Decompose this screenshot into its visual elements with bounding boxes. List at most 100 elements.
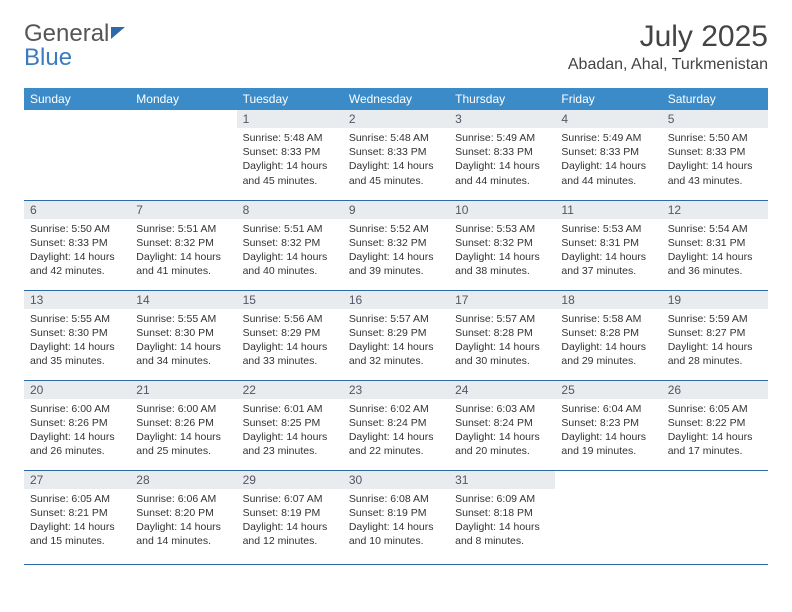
day-number: 1 xyxy=(237,110,343,128)
day-details: Sunrise: 6:09 AMSunset: 8:18 PMDaylight:… xyxy=(449,489,555,553)
day-number: 12 xyxy=(662,201,768,219)
calendar-table: Sunday Monday Tuesday Wednesday Thursday… xyxy=(24,88,768,565)
day-details: Sunrise: 5:48 AMSunset: 8:33 PMDaylight:… xyxy=(343,128,449,192)
day-number: 20 xyxy=(24,381,130,399)
day-number: 8 xyxy=(237,201,343,219)
day-details: Sunrise: 5:49 AMSunset: 8:33 PMDaylight:… xyxy=(449,128,555,192)
day-details: Sunrise: 5:51 AMSunset: 8:32 PMDaylight:… xyxy=(130,219,236,283)
header: General July 2025 Abadan, Ahal, Turkmeni… xyxy=(24,20,768,74)
day-details: Sunrise: 5:50 AMSunset: 8:33 PMDaylight:… xyxy=(24,219,130,283)
day-details: Sunrise: 6:06 AMSunset: 8:20 PMDaylight:… xyxy=(130,489,236,553)
day-details: Sunrise: 5:55 AMSunset: 8:30 PMDaylight:… xyxy=(130,309,236,373)
day-details: Sunrise: 6:07 AMSunset: 8:19 PMDaylight:… xyxy=(237,489,343,553)
calendar-cell: 23Sunrise: 6:02 AMSunset: 8:24 PMDayligh… xyxy=(343,380,449,470)
calendar-cell: 10Sunrise: 5:53 AMSunset: 8:32 PMDayligh… xyxy=(449,200,555,290)
day-details: Sunrise: 6:08 AMSunset: 8:19 PMDaylight:… xyxy=(343,489,449,553)
day-details: Sunrise: 5:53 AMSunset: 8:32 PMDaylight:… xyxy=(449,219,555,283)
brand-part2: Blue xyxy=(24,44,72,72)
day-details: Sunrise: 5:57 AMSunset: 8:29 PMDaylight:… xyxy=(343,309,449,373)
calendar-week-row: 6Sunrise: 5:50 AMSunset: 8:33 PMDaylight… xyxy=(24,200,768,290)
weekday-header-row: Sunday Monday Tuesday Wednesday Thursday… xyxy=(24,88,768,110)
calendar-cell: 17Sunrise: 5:57 AMSunset: 8:28 PMDayligh… xyxy=(449,290,555,380)
day-number: 5 xyxy=(662,110,768,128)
month-title: July 2025 xyxy=(568,20,768,54)
day-details: Sunrise: 5:57 AMSunset: 8:28 PMDaylight:… xyxy=(449,309,555,373)
calendar-cell: 22Sunrise: 6:01 AMSunset: 8:25 PMDayligh… xyxy=(237,380,343,470)
day-number: 16 xyxy=(343,291,449,309)
day-number: 30 xyxy=(343,471,449,489)
day-number: 2 xyxy=(343,110,449,128)
day-number: 22 xyxy=(237,381,343,399)
calendar-cell: 5Sunrise: 5:50 AMSunset: 8:33 PMDaylight… xyxy=(662,110,768,200)
calendar-cell: 9Sunrise: 5:52 AMSunset: 8:32 PMDaylight… xyxy=(343,200,449,290)
day-number: 4 xyxy=(555,110,661,128)
weekday-header: Tuesday xyxy=(237,88,343,110)
day-number: 14 xyxy=(130,291,236,309)
day-number: 27 xyxy=(24,471,130,489)
calendar-week-row: 13Sunrise: 5:55 AMSunset: 8:30 PMDayligh… xyxy=(24,290,768,380)
day-details: Sunrise: 6:00 AMSunset: 8:26 PMDaylight:… xyxy=(24,399,130,463)
calendar-cell: 11Sunrise: 5:53 AMSunset: 8:31 PMDayligh… xyxy=(555,200,661,290)
title-block: July 2025 Abadan, Ahal, Turkmenistan xyxy=(568,20,768,74)
day-details: Sunrise: 5:55 AMSunset: 8:30 PMDaylight:… xyxy=(24,309,130,373)
day-details: Sunrise: 5:48 AMSunset: 8:33 PMDaylight:… xyxy=(237,128,343,192)
calendar-cell xyxy=(662,470,768,564)
day-details: Sunrise: 5:56 AMSunset: 8:29 PMDaylight:… xyxy=(237,309,343,373)
weekday-header: Saturday xyxy=(662,88,768,110)
calendar-cell: 25Sunrise: 6:04 AMSunset: 8:23 PMDayligh… xyxy=(555,380,661,470)
calendar-cell: 18Sunrise: 5:58 AMSunset: 8:28 PMDayligh… xyxy=(555,290,661,380)
calendar-cell: 8Sunrise: 5:51 AMSunset: 8:32 PMDaylight… xyxy=(237,200,343,290)
day-details: Sunrise: 6:05 AMSunset: 8:22 PMDaylight:… xyxy=(662,399,768,463)
day-details: Sunrise: 6:01 AMSunset: 8:25 PMDaylight:… xyxy=(237,399,343,463)
calendar-cell: 14Sunrise: 5:55 AMSunset: 8:30 PMDayligh… xyxy=(130,290,236,380)
day-number: 15 xyxy=(237,291,343,309)
day-details: Sunrise: 6:03 AMSunset: 8:24 PMDaylight:… xyxy=(449,399,555,463)
calendar-cell: 31Sunrise: 6:09 AMSunset: 8:18 PMDayligh… xyxy=(449,470,555,564)
day-number: 23 xyxy=(343,381,449,399)
calendar-cell: 21Sunrise: 6:00 AMSunset: 8:26 PMDayligh… xyxy=(130,380,236,470)
calendar-week-row: 1Sunrise: 5:48 AMSunset: 8:33 PMDaylight… xyxy=(24,110,768,200)
day-details: Sunrise: 5:49 AMSunset: 8:33 PMDaylight:… xyxy=(555,128,661,192)
calendar-cell: 4Sunrise: 5:49 AMSunset: 8:33 PMDaylight… xyxy=(555,110,661,200)
day-number: 24 xyxy=(449,381,555,399)
day-number: 7 xyxy=(130,201,236,219)
calendar-cell: 29Sunrise: 6:07 AMSunset: 8:19 PMDayligh… xyxy=(237,470,343,564)
day-details: Sunrise: 5:52 AMSunset: 8:32 PMDaylight:… xyxy=(343,219,449,283)
day-details: Sunrise: 5:58 AMSunset: 8:28 PMDaylight:… xyxy=(555,309,661,373)
day-number: 10 xyxy=(449,201,555,219)
day-number: 11 xyxy=(555,201,661,219)
day-details: Sunrise: 6:00 AMSunset: 8:26 PMDaylight:… xyxy=(130,399,236,463)
day-details: Sunrise: 5:54 AMSunset: 8:31 PMDaylight:… xyxy=(662,219,768,283)
day-details: Sunrise: 6:05 AMSunset: 8:21 PMDaylight:… xyxy=(24,489,130,553)
calendar-cell: 24Sunrise: 6:03 AMSunset: 8:24 PMDayligh… xyxy=(449,380,555,470)
day-number: 25 xyxy=(555,381,661,399)
day-number: 3 xyxy=(449,110,555,128)
location-label: Abadan, Ahal, Turkmenistan xyxy=(568,56,768,74)
calendar-cell: 27Sunrise: 6:05 AMSunset: 8:21 PMDayligh… xyxy=(24,470,130,564)
weekday-header: Monday xyxy=(130,88,236,110)
calendar-cell xyxy=(130,110,236,200)
day-details: Sunrise: 5:53 AMSunset: 8:31 PMDaylight:… xyxy=(555,219,661,283)
calendar-cell: 30Sunrise: 6:08 AMSunset: 8:19 PMDayligh… xyxy=(343,470,449,564)
calendar-cell: 7Sunrise: 5:51 AMSunset: 8:32 PMDaylight… xyxy=(130,200,236,290)
day-number: 21 xyxy=(130,381,236,399)
day-number: 18 xyxy=(555,291,661,309)
calendar-cell: 19Sunrise: 5:59 AMSunset: 8:27 PMDayligh… xyxy=(662,290,768,380)
weekday-header: Wednesday xyxy=(343,88,449,110)
calendar-cell xyxy=(24,110,130,200)
day-details: Sunrise: 5:59 AMSunset: 8:27 PMDaylight:… xyxy=(662,309,768,373)
calendar-cell: 6Sunrise: 5:50 AMSunset: 8:33 PMDaylight… xyxy=(24,200,130,290)
day-number: 28 xyxy=(130,471,236,489)
day-number: 13 xyxy=(24,291,130,309)
calendar-cell: 26Sunrise: 6:05 AMSunset: 8:22 PMDayligh… xyxy=(662,380,768,470)
calendar-cell: 16Sunrise: 5:57 AMSunset: 8:29 PMDayligh… xyxy=(343,290,449,380)
brand-triangle-icon xyxy=(111,20,125,48)
day-details: Sunrise: 6:02 AMSunset: 8:24 PMDaylight:… xyxy=(343,399,449,463)
day-number: 31 xyxy=(449,471,555,489)
day-number: 19 xyxy=(662,291,768,309)
day-details: Sunrise: 5:51 AMSunset: 8:32 PMDaylight:… xyxy=(237,219,343,283)
calendar-cell: 2Sunrise: 5:48 AMSunset: 8:33 PMDaylight… xyxy=(343,110,449,200)
day-details: Sunrise: 5:50 AMSunset: 8:33 PMDaylight:… xyxy=(662,128,768,192)
day-number: 6 xyxy=(24,201,130,219)
weekday-header: Friday xyxy=(555,88,661,110)
